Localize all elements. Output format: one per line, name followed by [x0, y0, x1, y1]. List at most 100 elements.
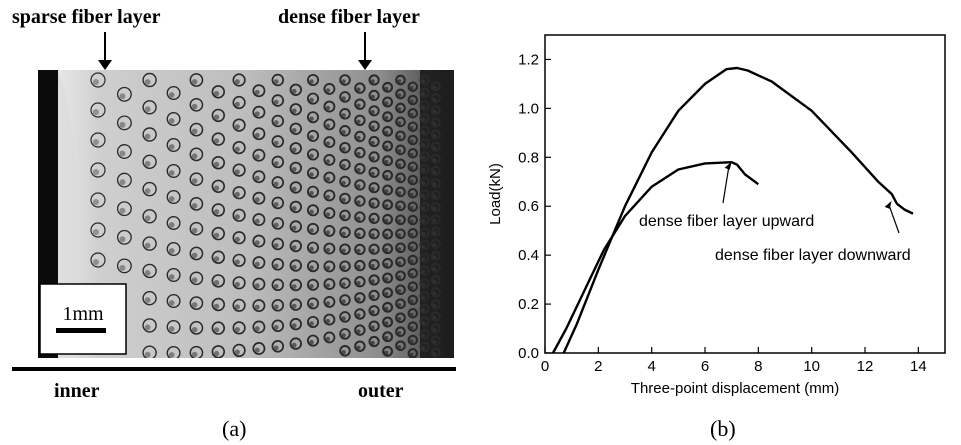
fiber-core	[356, 345, 361, 350]
fiber-core	[409, 86, 414, 90]
fiber-core	[432, 279, 437, 283]
fiber-core	[370, 263, 375, 269]
fiber-pore	[252, 320, 266, 334]
fiber-core	[432, 291, 437, 296]
fiber-pore	[252, 299, 266, 313]
fiber-core	[409, 232, 414, 237]
fiber-core	[92, 139, 99, 146]
fiber-core	[168, 196, 175, 202]
fiber-core	[168, 274, 175, 280]
fiber-pore	[407, 81, 419, 92]
chart-series	[551, 66, 914, 354]
fiber-pore	[368, 74, 380, 86]
fiber-pore	[419, 316, 430, 327]
fiber-pore	[382, 287, 394, 299]
y-tick-label: 0.0	[518, 345, 539, 362]
fiber-pore	[407, 321, 419, 332]
fiber-pore	[323, 260, 336, 273]
fiber-core	[370, 279, 375, 284]
fiber-core	[273, 345, 279, 351]
fiber-pore	[368, 274, 380, 286]
fiber-pore	[232, 186, 246, 200]
fiber-pore	[306, 167, 319, 180]
plot-frame	[544, 34, 946, 354]
fiber-pore	[382, 140, 394, 152]
fiber-pore	[232, 208, 246, 222]
fiber-core	[213, 185, 220, 191]
fiber-pore	[368, 105, 380, 117]
fiber-core	[397, 191, 402, 196]
fiber-core	[291, 147, 297, 153]
fiber-pore	[339, 74, 351, 86]
fiber-core	[119, 264, 126, 271]
fiber-core	[213, 303, 220, 309]
fiber-pore	[395, 312, 406, 324]
fiber-pore	[323, 295, 336, 308]
fiber-pore	[339, 328, 351, 340]
fiber-core	[273, 304, 279, 310]
fiber-core	[356, 135, 361, 140]
fiber-pore	[430, 262, 441, 273]
fiber-core	[341, 265, 346, 270]
fiber-core	[356, 200, 361, 205]
inner-outer-baseline	[12, 367, 456, 371]
fiber-core	[421, 295, 426, 300]
fiber-pore	[323, 153, 336, 166]
fiber-pore	[306, 111, 319, 124]
fiber-core	[384, 101, 389, 106]
fiber-pore	[116, 86, 132, 102]
fiber-pore	[407, 348, 419, 358]
fiber-core	[213, 209, 220, 215]
fiber-core	[119, 179, 126, 186]
fiber-core	[92, 109, 99, 116]
fiber-pore	[306, 278, 319, 291]
fiber-core	[432, 243, 437, 247]
fiber-core	[144, 270, 151, 276]
fiber-pore	[419, 74, 430, 86]
fiber-pore	[306, 315, 319, 328]
fiber-pore	[419, 201, 430, 213]
fiber-core	[384, 277, 389, 282]
fiber-pore	[339, 226, 351, 239]
fiber-pore	[382, 169, 394, 181]
fiber-core	[309, 246, 314, 252]
fiber-core	[168, 118, 175, 124]
fiber-pore	[368, 259, 380, 271]
fiber-pore	[382, 184, 394, 196]
fiber-pore	[252, 105, 266, 119]
fiber-pore	[289, 278, 302, 292]
fiber-pore	[419, 278, 430, 289]
fiber-core	[325, 265, 331, 271]
fiber-core	[273, 284, 279, 289]
fiber-core	[92, 79, 99, 86]
fiber-pore	[323, 118, 336, 131]
fiber-pore	[430, 335, 441, 346]
fiber-core	[397, 303, 402, 307]
fiber-core	[384, 130, 389, 135]
y-tick-label: 0.4	[518, 247, 539, 264]
fiber-core	[397, 107, 402, 112]
fiber-pore	[306, 260, 319, 273]
fiber-core	[254, 111, 260, 117]
fiber-pore	[232, 140, 246, 155]
fiber-pore	[142, 263, 157, 279]
x-tick-label: 0	[541, 358, 549, 375]
fiber-pore	[339, 108, 351, 120]
fiber-pore	[232, 298, 246, 312]
fiber-core	[291, 323, 297, 329]
fiber-core	[191, 302, 198, 308]
fiber-pore	[395, 130, 406, 142]
fiber-pore	[354, 179, 366, 191]
sparse-layer-arrow	[98, 32, 112, 70]
fiber-pore	[252, 170, 266, 184]
fiber-core	[370, 125, 375, 130]
fiber-core	[356, 248, 361, 253]
fiber-core	[384, 248, 389, 252]
fiber-core	[254, 304, 260, 310]
fiber-core	[254, 132, 260, 138]
fiber-pore	[430, 238, 441, 249]
fiber-pore	[211, 321, 226, 335]
fiber-pore	[430, 226, 441, 237]
fiber-core	[273, 325, 279, 330]
fiber-pore	[306, 74, 319, 86]
